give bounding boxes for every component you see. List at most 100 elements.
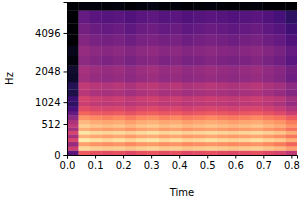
cell <box>90 115 102 120</box>
cell <box>159 131 171 135</box>
cell <box>182 10 194 23</box>
cell <box>286 23 298 34</box>
cell <box>113 124 125 128</box>
cell <box>67 66 79 75</box>
cell <box>194 124 206 128</box>
cell <box>102 66 114 75</box>
cell <box>240 150 252 155</box>
cell <box>136 56 148 66</box>
cell <box>67 111 79 116</box>
cell <box>148 96 160 102</box>
cell <box>205 23 217 34</box>
cell <box>251 89 263 96</box>
cell <box>286 142 298 146</box>
cell <box>102 115 114 120</box>
cell <box>125 2 137 11</box>
cell <box>263 131 275 135</box>
cell <box>182 106 194 111</box>
cell <box>102 23 114 34</box>
cell <box>136 10 148 23</box>
cell <box>251 23 263 34</box>
cell <box>251 127 263 131</box>
cell <box>113 101 125 106</box>
cell <box>194 127 206 131</box>
cell <box>251 74 263 82</box>
tick-mark <box>235 155 236 159</box>
cell <box>205 46 217 57</box>
cell <box>79 111 91 116</box>
cell <box>171 89 183 96</box>
cell <box>228 96 240 102</box>
cell <box>228 10 240 23</box>
cell <box>182 111 194 116</box>
cell <box>102 127 114 131</box>
axis-line <box>64 3 68 156</box>
cell <box>148 115 160 120</box>
cell <box>136 127 148 131</box>
axis-line <box>68 156 298 159</box>
cell <box>148 46 160 57</box>
cell <box>90 56 102 66</box>
cell <box>136 124 148 128</box>
cell <box>240 10 252 23</box>
tick-label: 0.0 <box>60 160 76 171</box>
cell <box>136 2 148 11</box>
cell <box>136 101 148 106</box>
cell <box>286 10 298 23</box>
tick: 0.0 <box>60 155 76 171</box>
tick: 2048 <box>35 66 67 77</box>
cell <box>102 34 114 46</box>
cell <box>251 106 263 111</box>
cell <box>194 23 206 34</box>
cell <box>240 142 252 146</box>
cell <box>148 146 160 151</box>
cell <box>240 2 252 11</box>
cell <box>159 2 171 11</box>
cell <box>67 124 79 128</box>
cell <box>171 34 183 46</box>
cell <box>228 46 240 57</box>
cell <box>228 2 240 11</box>
cell <box>171 111 183 116</box>
cell <box>217 142 229 146</box>
cell <box>67 74 79 82</box>
cell <box>136 131 148 135</box>
cell <box>286 120 298 125</box>
cell <box>240 106 252 111</box>
cell <box>182 115 194 120</box>
cell <box>286 134 298 138</box>
cell <box>194 131 206 135</box>
cell <box>148 74 160 82</box>
cell <box>228 150 240 155</box>
cell <box>194 120 206 125</box>
cell <box>159 127 171 131</box>
cell <box>228 138 240 142</box>
cell <box>217 34 229 46</box>
tick-mark <box>123 155 124 159</box>
cell <box>125 101 137 106</box>
cell <box>67 2 79 11</box>
cell <box>67 131 79 135</box>
cell <box>286 46 298 57</box>
cell <box>240 34 252 46</box>
cell <box>217 96 229 102</box>
cell <box>171 134 183 138</box>
tick-mark <box>64 124 68 125</box>
cell <box>251 120 263 125</box>
cell <box>263 56 275 66</box>
cell <box>217 74 229 82</box>
cell <box>79 82 91 90</box>
cell <box>274 142 286 146</box>
cell <box>113 106 125 111</box>
cell <box>205 111 217 116</box>
cell <box>194 34 206 46</box>
cell <box>148 106 160 111</box>
cell <box>217 120 229 125</box>
cell <box>182 82 194 90</box>
tick: 1024 <box>35 97 67 108</box>
cell <box>148 23 160 34</box>
cell <box>286 106 298 111</box>
cell <box>171 115 183 120</box>
cell <box>102 111 114 116</box>
cell <box>240 146 252 151</box>
